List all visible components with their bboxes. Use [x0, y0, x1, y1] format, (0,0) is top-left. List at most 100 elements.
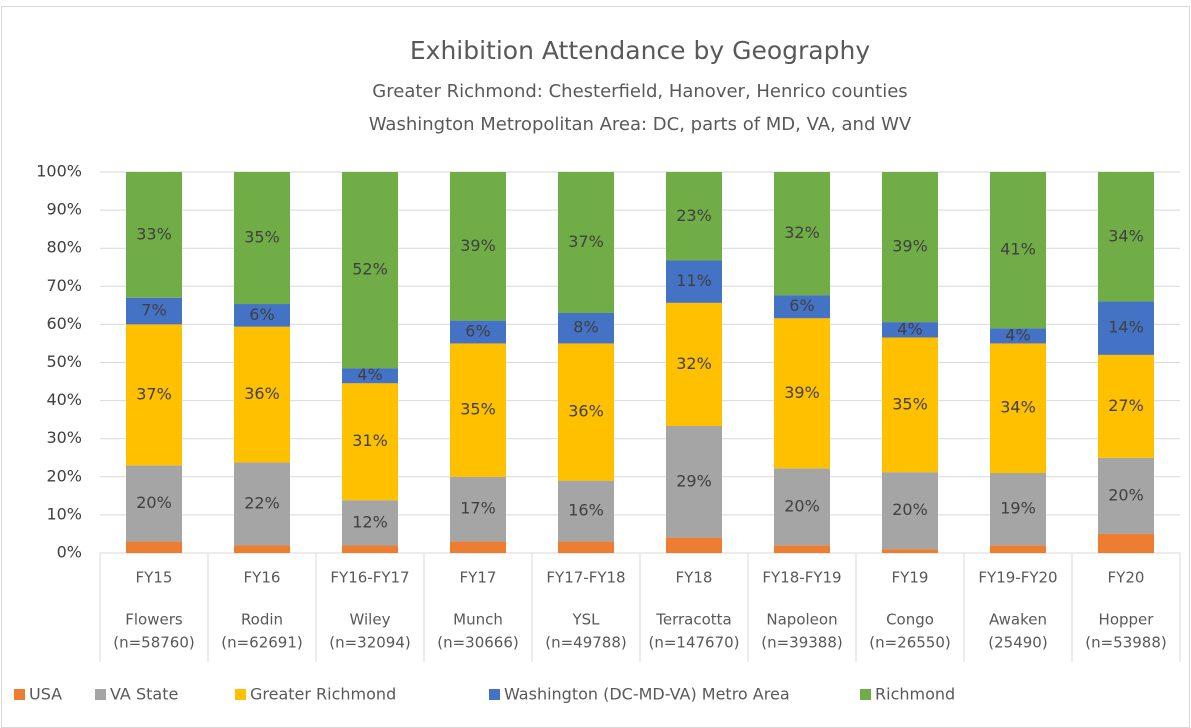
- bar-segment: [126, 465, 182, 542]
- x-tick-label: Flowers: [125, 611, 183, 629]
- bar-segment: [990, 545, 1046, 553]
- bar-segment: [774, 545, 830, 553]
- data-label: 32%: [676, 354, 712, 373]
- data-label: 4%: [897, 319, 922, 338]
- data-label: 29%: [676, 471, 712, 490]
- data-label: 33%: [136, 224, 172, 243]
- y-tick-label: 40%: [46, 390, 82, 409]
- data-label: 20%: [892, 500, 928, 519]
- x-tick-label: YSL: [571, 611, 600, 629]
- data-label: 36%: [568, 402, 604, 421]
- x-tick-label: (n=30666): [437, 634, 519, 652]
- bar-segment: [126, 324, 182, 466]
- bar-segment: [666, 302, 722, 426]
- data-label: 17%: [460, 499, 496, 518]
- x-tick-label: FY18: [676, 569, 713, 587]
- bar-segment: [342, 368, 398, 384]
- bar-segment: [450, 343, 506, 477]
- legend-label: Richmond: [875, 685, 955, 704]
- bar-segment: [1098, 172, 1154, 302]
- bar-segment: [234, 304, 290, 327]
- data-label: 20%: [784, 496, 820, 515]
- x-tick-label: FY19: [892, 569, 929, 587]
- data-label: 35%: [460, 400, 496, 419]
- legend-label: Washington (DC-MD-VA) Metro Area: [504, 685, 790, 704]
- legend-swatch: [489, 689, 500, 700]
- bar-segment: [666, 172, 722, 261]
- data-label: 27%: [1108, 396, 1144, 415]
- bar-segment: [450, 476, 506, 542]
- data-label: 31%: [352, 431, 388, 450]
- x-tick-label: Awaken: [989, 611, 1047, 629]
- bar-segment: [234, 326, 290, 463]
- bar-segment: [126, 541, 182, 553]
- data-label: 6%: [789, 296, 814, 315]
- x-tick-label: (n=147670): [648, 634, 739, 652]
- bar-segment: [882, 337, 938, 473]
- bar-segment: [774, 295, 830, 319]
- x-tick-label: (n=32094): [329, 634, 411, 652]
- y-tick-label: 90%: [46, 200, 82, 219]
- y-tick-label: 70%: [46, 276, 82, 295]
- y-tick-label: 50%: [46, 352, 82, 371]
- chart-subtitle: Washington Metropolitan Area: DC, parts …: [369, 114, 912, 135]
- data-label: 22%: [244, 493, 280, 512]
- bar-segment: [666, 260, 722, 303]
- data-label: 14%: [1108, 318, 1144, 337]
- data-label: 36%: [244, 384, 280, 403]
- legend-swatch: [95, 689, 106, 700]
- bar-segment: [1098, 354, 1154, 458]
- x-tick-label: FY19-FY20: [978, 569, 1057, 587]
- data-label: 41%: [1000, 240, 1036, 259]
- bar-segment: [1098, 533, 1154, 553]
- data-label: 39%: [784, 383, 820, 402]
- y-tick-label: 10%: [46, 504, 82, 523]
- chart-subtitle: Greater Richmond: Chesterfield, Hanover,…: [372, 81, 907, 102]
- bar-segment: [666, 426, 722, 538]
- data-label: 6%: [465, 322, 490, 341]
- y-tick-label: 20%: [46, 466, 82, 485]
- x-tick-label: FY17-FY18: [546, 569, 625, 587]
- bar-segment: [882, 472, 938, 550]
- legend-label: VA State: [110, 685, 178, 704]
- data-label: 4%: [1005, 325, 1030, 344]
- bar-segment: [882, 549, 938, 553]
- legend-swatch: [235, 689, 246, 700]
- y-tick-label: 30%: [46, 428, 82, 447]
- data-label: 34%: [1108, 226, 1144, 245]
- x-tick-label: Wiley: [350, 611, 391, 629]
- bar-segment: [342, 545, 398, 553]
- bar-segment: [126, 297, 182, 325]
- bar-segment: [990, 328, 1046, 344]
- x-tick-label: Rodin: [241, 611, 283, 629]
- x-tick-label: FY18-FY19: [762, 569, 841, 587]
- x-tick-label: (n=62691): [221, 634, 303, 652]
- legend-label: Greater Richmond: [250, 685, 396, 704]
- x-tick-label: Terracotta: [655, 611, 731, 629]
- bar-segment: [450, 172, 506, 321]
- x-tick-label: Munch: [453, 611, 503, 629]
- bar-segment: [234, 172, 290, 305]
- data-label: 7%: [141, 301, 166, 320]
- x-tick-label: FY16-FY17: [330, 569, 409, 587]
- legend-swatch: [14, 689, 25, 700]
- data-label: 12%: [352, 512, 388, 531]
- y-tick-label: 100%: [36, 162, 82, 181]
- x-tick-label: FY17: [460, 569, 497, 587]
- x-tick-label: (n=58760): [113, 634, 195, 652]
- y-tick-label: 0%: [57, 543, 82, 562]
- data-label: 52%: [352, 260, 388, 279]
- data-label: 11%: [676, 271, 712, 290]
- x-tick-label: (n=53988): [1085, 634, 1167, 652]
- bar-segment: [666, 537, 722, 553]
- chart-title: Exhibition Attendance by Geography: [410, 36, 870, 65]
- x-tick-label: (n=49788): [545, 634, 627, 652]
- data-label: 16%: [568, 501, 604, 520]
- bar-segment: [882, 322, 938, 338]
- data-label: 35%: [244, 228, 280, 247]
- bar-segment: [990, 172, 1046, 329]
- bar-segment: [342, 500, 398, 546]
- bar-segment: [990, 472, 1046, 546]
- x-tick-label: (n=39388): [761, 634, 843, 652]
